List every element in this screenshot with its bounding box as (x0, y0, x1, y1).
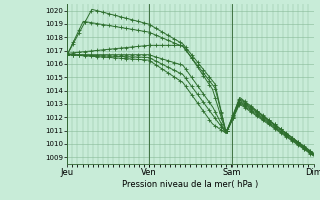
X-axis label: Pression niveau de la mer( hPa ): Pression niveau de la mer( hPa ) (122, 180, 259, 189)
